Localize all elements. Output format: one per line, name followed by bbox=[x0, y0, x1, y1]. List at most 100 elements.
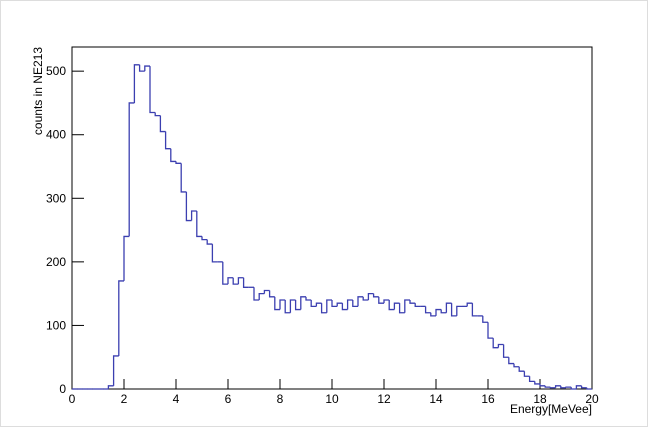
histogram-bin bbox=[388, 300, 395, 311]
histogram-bin bbox=[398, 303, 405, 314]
histogram-bin bbox=[112, 355, 119, 386]
histogram-bin bbox=[445, 302, 452, 313]
histogram-bin bbox=[513, 363, 520, 368]
histogram-bin bbox=[232, 277, 239, 285]
histogram-bin bbox=[362, 296, 369, 301]
histogram-bin bbox=[492, 338, 499, 349]
histogram-bin bbox=[149, 66, 156, 114]
histogram-bin bbox=[570, 387, 577, 390]
histogram-bin bbox=[482, 315, 488, 323]
histogram-bin bbox=[133, 64, 140, 103]
histogram-bin bbox=[196, 211, 202, 238]
histogram-bin bbox=[383, 299, 390, 304]
histogram-bin bbox=[118, 280, 124, 356]
histogram-bin bbox=[164, 131, 171, 150]
histogram-bin bbox=[128, 102, 135, 237]
histogram-bin bbox=[237, 277, 244, 285]
x-tick-label: 18 bbox=[533, 392, 547, 406]
histogram-bin bbox=[352, 300, 358, 308]
histogram-bin bbox=[357, 296, 364, 307]
histogram-bin bbox=[289, 299, 296, 313]
histogram-bin bbox=[253, 287, 260, 301]
histogram-bin bbox=[336, 302, 343, 307]
histogram-bin bbox=[227, 277, 234, 285]
histogram-bin bbox=[331, 300, 338, 308]
histogram-bin bbox=[258, 292, 265, 301]
y-tick-label: 500 bbox=[46, 64, 66, 78]
x-tick-label: 14 bbox=[429, 392, 443, 406]
histogram-bin bbox=[123, 235, 130, 281]
histogram-bin bbox=[284, 300, 291, 314]
histogram-bin bbox=[154, 112, 161, 117]
histogram-bin bbox=[320, 303, 327, 314]
histogram-bin bbox=[450, 303, 457, 317]
histogram-bin bbox=[409, 300, 416, 304]
histogram-bin bbox=[565, 386, 572, 388]
y-tick-label: 100 bbox=[46, 318, 66, 332]
histogram-bin bbox=[300, 296, 306, 310]
histogram-bin bbox=[274, 296, 280, 311]
histogram-bin bbox=[424, 306, 431, 314]
histogram-bin bbox=[508, 357, 514, 365]
histogram-bin bbox=[144, 65, 150, 72]
histogram-bin bbox=[185, 191, 192, 222]
histogram-bin bbox=[263, 289, 270, 294]
x-tick-label: 6 bbox=[225, 392, 232, 406]
histogram-bin bbox=[242, 277, 249, 288]
x-tick-label: 2 bbox=[121, 392, 128, 406]
y-tick-label: 0 bbox=[59, 382, 66, 396]
histogram-bin bbox=[580, 385, 587, 389]
histogram-bin bbox=[310, 300, 317, 308]
histogram-bin bbox=[518, 366, 525, 372]
x-tick-label: 20 bbox=[585, 392, 599, 406]
histogram-bin bbox=[367, 292, 374, 301]
histogram-bin bbox=[294, 300, 301, 311]
histogram-bin bbox=[175, 161, 182, 164]
histogram-bin bbox=[222, 261, 228, 285]
x-tick-label: 12 bbox=[377, 392, 391, 406]
histogram-bin bbox=[554, 385, 561, 388]
x-tick-label: 8 bbox=[277, 392, 284, 406]
histogram-bin bbox=[534, 381, 540, 385]
histogram-bin bbox=[528, 376, 535, 383]
histogram-bin bbox=[170, 148, 176, 163]
histogram-bin bbox=[575, 385, 582, 389]
histogram-bin bbox=[466, 302, 473, 307]
histogram-bin bbox=[471, 303, 478, 317]
histogram-bin bbox=[440, 309, 447, 314]
histogram-bin bbox=[180, 163, 187, 193]
histogram-bin bbox=[560, 385, 566, 389]
histogram-bin bbox=[201, 236, 208, 241]
x-tick-label: 10 bbox=[325, 392, 339, 406]
y-tick-label: 400 bbox=[46, 128, 66, 142]
histogram-bin bbox=[430, 312, 436, 317]
histogram-bin bbox=[539, 383, 546, 387]
histogram-bin bbox=[315, 302, 322, 307]
histogram-bin bbox=[497, 343, 504, 348]
histogram-bin bbox=[393, 302, 400, 310]
y-tick-label: 200 bbox=[46, 255, 66, 269]
histogram-bin bbox=[549, 387, 556, 389]
x-tick-label: 16 bbox=[481, 392, 495, 406]
histogram-bin bbox=[586, 387, 592, 390]
y-tick-label: 300 bbox=[46, 191, 66, 205]
histogram-bin bbox=[346, 299, 353, 310]
x-tick-label: 0 bbox=[69, 392, 76, 406]
histogram-bin bbox=[378, 296, 384, 304]
histogram-bin bbox=[268, 290, 275, 298]
histogram-bin bbox=[456, 305, 462, 316]
histogram-bin bbox=[190, 210, 197, 221]
histogram-bin bbox=[159, 115, 166, 133]
histogram-bin bbox=[211, 244, 218, 263]
histogram-bin bbox=[107, 385, 114, 389]
histogram-bin bbox=[435, 308, 442, 316]
histogram-bin bbox=[206, 239, 213, 245]
y-axis-label: counts in NE213 bbox=[31, 47, 45, 135]
histogram-bin bbox=[279, 299, 286, 310]
histogram-bin bbox=[502, 344, 509, 358]
histogram-bin bbox=[305, 296, 312, 301]
x-axis-label: Energy[MeVee] bbox=[510, 402, 592, 416]
histogram-bin bbox=[404, 299, 410, 313]
